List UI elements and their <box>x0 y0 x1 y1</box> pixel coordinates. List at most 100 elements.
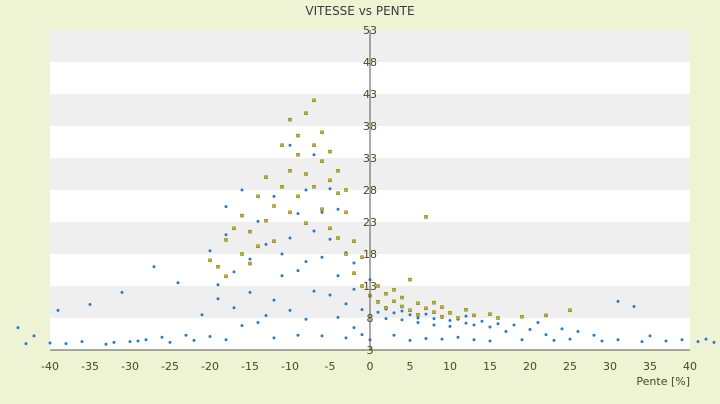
data-point <box>192 338 196 342</box>
data-point <box>360 284 364 288</box>
data-point <box>432 300 436 305</box>
data-point <box>208 258 212 263</box>
data-point <box>304 317 308 321</box>
data-point <box>288 143 292 147</box>
data-point <box>376 310 380 314</box>
x-tick-label: 0 <box>367 360 374 373</box>
data-point <box>280 185 284 189</box>
data-point <box>552 338 556 342</box>
y-tick-label: 23 <box>363 216 377 229</box>
x-tick-label: 5 <box>407 360 414 373</box>
data-point <box>344 336 348 340</box>
data-point <box>256 219 260 223</box>
data-point <box>320 334 324 338</box>
data-point <box>328 149 332 154</box>
y-tick-label: 28 <box>363 184 377 197</box>
y-tick-label: 8 <box>367 312 374 325</box>
data-point <box>352 239 356 243</box>
data-point <box>392 288 396 292</box>
data-point <box>392 299 396 304</box>
data-point <box>488 312 492 316</box>
x-axis-label: Pente [%] <box>636 375 690 388</box>
data-point <box>272 298 276 302</box>
series-olive-points <box>208 98 572 320</box>
y-tick-label: 43 <box>363 88 377 101</box>
data-point <box>336 274 340 278</box>
data-point <box>208 249 212 253</box>
data-point <box>120 290 124 294</box>
data-point <box>416 320 420 324</box>
data-point <box>384 291 388 296</box>
data-point <box>240 252 244 256</box>
data-point <box>216 283 220 287</box>
y-tick-label: 3 <box>367 344 374 357</box>
data-point <box>592 333 596 337</box>
data-point <box>432 323 436 327</box>
data-point <box>272 204 276 208</box>
data-point <box>536 320 540 324</box>
data-point <box>680 338 684 342</box>
data-point <box>336 315 340 319</box>
data-point <box>664 339 668 343</box>
data-point <box>312 229 316 233</box>
x-tick-label: -30 <box>121 360 139 373</box>
data-point <box>288 169 292 173</box>
data-point <box>408 313 412 317</box>
data-point <box>352 261 356 265</box>
data-point <box>160 335 164 339</box>
data-point <box>328 237 332 241</box>
data-point <box>408 338 412 342</box>
data-point <box>264 219 268 223</box>
data-point <box>240 324 244 328</box>
data-point <box>464 321 468 325</box>
data-point <box>632 304 636 308</box>
data-point <box>520 315 524 319</box>
data-point <box>336 207 340 211</box>
y-tick-label: 33 <box>363 152 377 165</box>
data-point <box>424 215 428 219</box>
data-point <box>280 274 284 278</box>
y-tick-label: 38 <box>363 120 377 133</box>
data-point <box>472 313 476 318</box>
data-point <box>448 311 452 315</box>
data-point <box>136 339 140 343</box>
data-point <box>336 169 340 173</box>
data-point <box>704 337 708 341</box>
data-point <box>16 326 20 330</box>
data-point <box>104 342 108 346</box>
data-point <box>568 308 572 313</box>
data-point <box>440 305 444 309</box>
data-point <box>248 229 252 234</box>
data-point <box>328 187 332 191</box>
data-point <box>264 175 268 179</box>
data-point <box>448 319 452 323</box>
data-point <box>440 315 444 319</box>
data-point <box>296 194 300 199</box>
data-point <box>528 328 532 332</box>
data-point <box>344 210 348 215</box>
data-point <box>464 307 468 312</box>
data-point <box>320 255 324 259</box>
data-point <box>400 318 404 322</box>
data-point <box>568 337 572 341</box>
tick-labels: -40 -35 -30 -25 -20 -15 -10 -5 0 5 10 15 20 25 30 35 40 3… <box>41 24 697 373</box>
chart-title: VITESSE vs PENTE <box>305 4 414 18</box>
data-point <box>328 293 332 297</box>
data-point <box>520 338 524 342</box>
data-point <box>512 323 516 327</box>
data-point <box>416 313 420 317</box>
data-point <box>328 178 332 183</box>
data-point <box>304 188 308 192</box>
data-point <box>128 340 132 344</box>
data-point <box>240 213 244 218</box>
y-tick-label: 18 <box>363 248 377 261</box>
data-point <box>312 289 316 293</box>
data-point <box>296 212 300 216</box>
x-tick-label: -35 <box>81 360 99 373</box>
data-point <box>448 324 452 328</box>
data-point <box>224 238 228 242</box>
data-point <box>616 299 620 303</box>
x-tick-label: -15 <box>241 360 259 373</box>
data-point <box>304 221 308 225</box>
data-point <box>416 301 420 305</box>
